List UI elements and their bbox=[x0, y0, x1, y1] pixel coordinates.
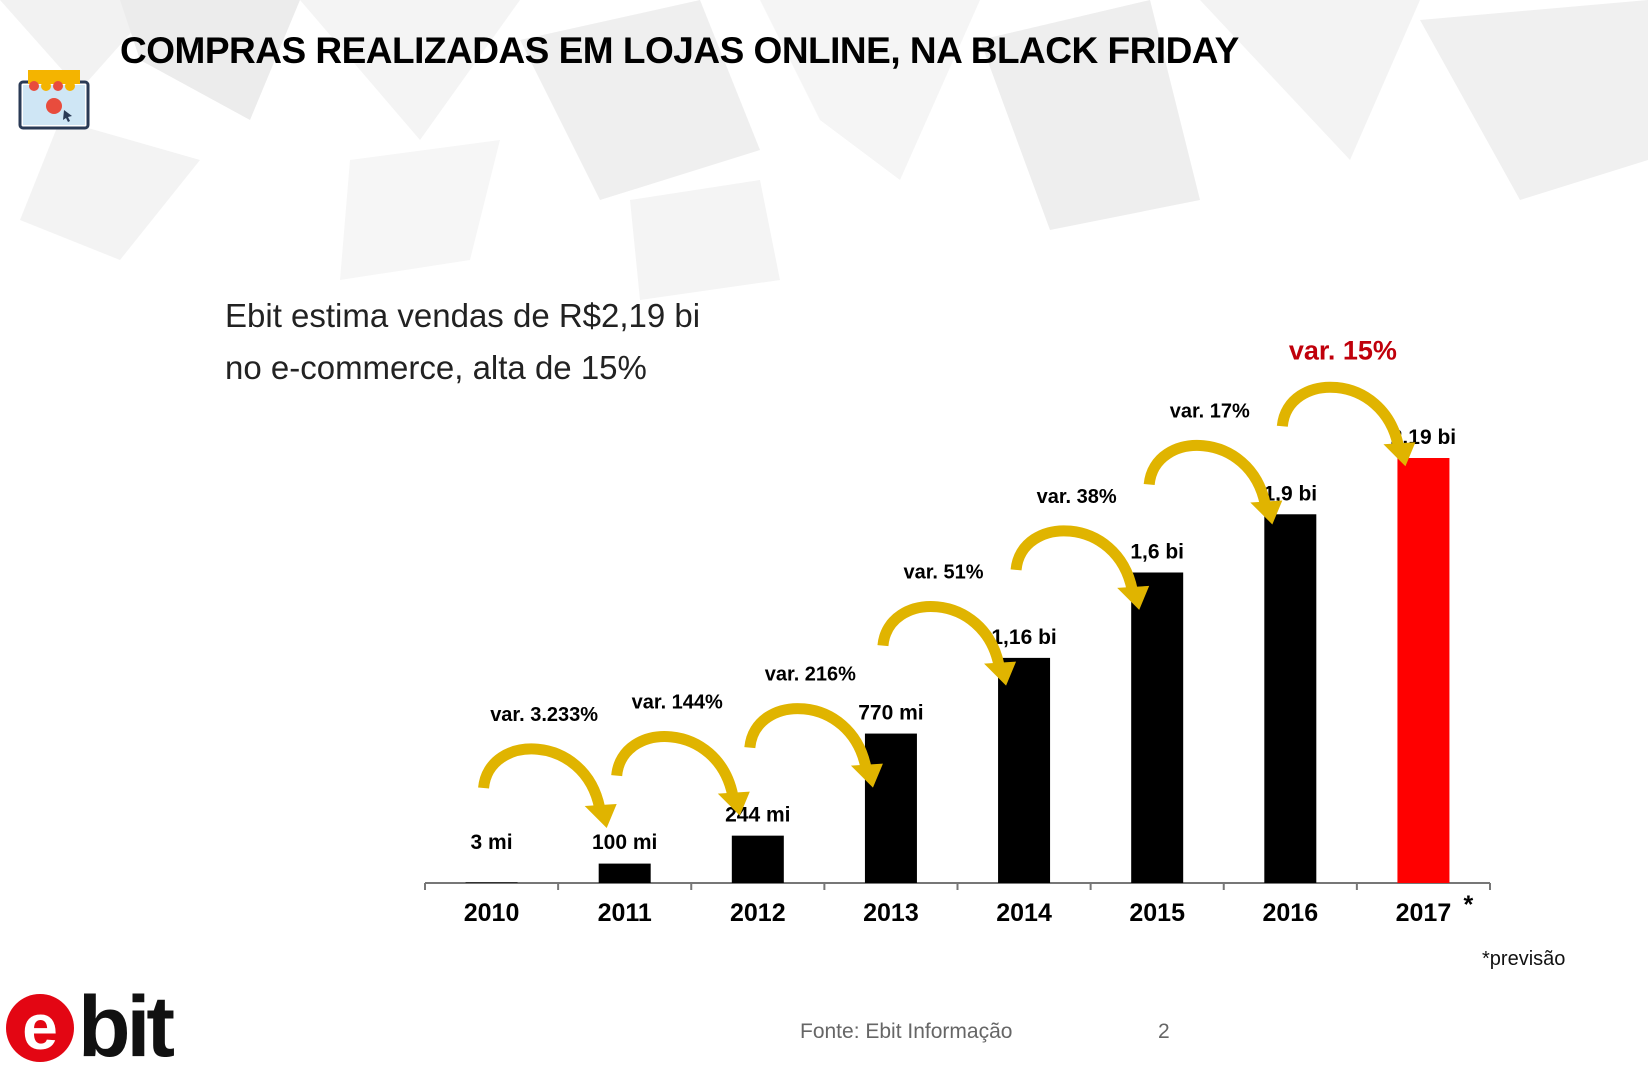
variation-arrowhead-7 bbox=[1383, 442, 1416, 467]
variation-arrowhead-5 bbox=[1117, 585, 1150, 610]
variation-arrowhead-4 bbox=[984, 661, 1017, 686]
variation-arrowhead-1 bbox=[584, 804, 617, 828]
value-label-2016: 1,9 bi bbox=[1263, 482, 1317, 505]
tick-asterisk: * bbox=[1463, 891, 1473, 919]
value-label-2010: 3 mi bbox=[471, 831, 513, 854]
variation-label-4: var. 51% bbox=[903, 562, 983, 584]
variation-label-7: var. 15% bbox=[1289, 335, 1397, 365]
variation-arrowhead-3 bbox=[850, 763, 883, 788]
tick-label-2015: 2015 bbox=[1129, 899, 1185, 927]
bar-2010 bbox=[465, 882, 518, 883]
value-label-2013: 770 mi bbox=[858, 702, 923, 725]
svg-text:bit: bit bbox=[78, 979, 174, 1068]
variation-label-6: var. 17% bbox=[1170, 400, 1250, 422]
variation-label-3: var. 216% bbox=[765, 664, 856, 686]
variation-arrow-2 bbox=[611, 731, 739, 797]
footnote: *previsão bbox=[1482, 948, 1566, 970]
source-text: Fonte: Ebit Informação bbox=[800, 1020, 1013, 1043]
variation-arrow-5 bbox=[1010, 525, 1138, 592]
variation-arrow-1 bbox=[478, 743, 606, 810]
tick-label-2017: 2017 bbox=[1396, 899, 1452, 927]
tick-label-2016: 2016 bbox=[1263, 899, 1319, 927]
subtitle-line-1: Ebit estima vendas de R$2,19 bi bbox=[225, 297, 701, 334]
background-pattern bbox=[0, 0, 1648, 300]
value-label-2015: 1,6 bi bbox=[1130, 540, 1184, 563]
bar-2012 bbox=[731, 835, 784, 883]
bar-2017 bbox=[1397, 458, 1450, 883]
variation-arrow-6 bbox=[1143, 440, 1271, 506]
page-title: COMPRAS REALIZADAS EM LOJAS ONLINE, NA B… bbox=[120, 30, 1239, 71]
variation-label-1: var. 3.233% bbox=[490, 704, 598, 726]
subtitle: Ebit estima vendas de R$2,19 bi no e-com… bbox=[225, 290, 700, 394]
variation-arrow-7 bbox=[1276, 381, 1404, 448]
ebit-logo: e bit bbox=[6, 979, 178, 1068]
page-number: 2 bbox=[1158, 1020, 1170, 1043]
variation-arrowhead-6 bbox=[1250, 500, 1283, 525]
variation-arrow-3 bbox=[744, 703, 872, 769]
bar-2013 bbox=[864, 733, 917, 883]
variation-label-5: var. 38% bbox=[1037, 486, 1117, 508]
subtitle-line-2: no e-commerce, alta de 15% bbox=[225, 349, 647, 386]
bar-2016 bbox=[1264, 514, 1317, 883]
variation-arrowhead-2 bbox=[717, 791, 750, 816]
variation-label-2: var. 144% bbox=[632, 692, 723, 714]
tick-label-2014: 2014 bbox=[996, 899, 1052, 927]
tick-label-2012: 2012 bbox=[730, 899, 786, 927]
value-label-2011: 100 mi bbox=[592, 831, 657, 854]
online-shop-icon bbox=[18, 70, 90, 130]
svg-text:e: e bbox=[22, 991, 58, 1063]
tick-label-2013: 2013 bbox=[863, 899, 919, 927]
bar-2011 bbox=[598, 863, 651, 883]
tick-label-2011: 2011 bbox=[598, 899, 652, 927]
variation-arrow-4 bbox=[877, 601, 1005, 667]
tick-label-2010: 2010 bbox=[464, 899, 520, 927]
bar-2015 bbox=[1131, 572, 1184, 883]
value-label-2014: 1,16 bi bbox=[991, 626, 1056, 649]
bar-2014 bbox=[998, 657, 1051, 883]
